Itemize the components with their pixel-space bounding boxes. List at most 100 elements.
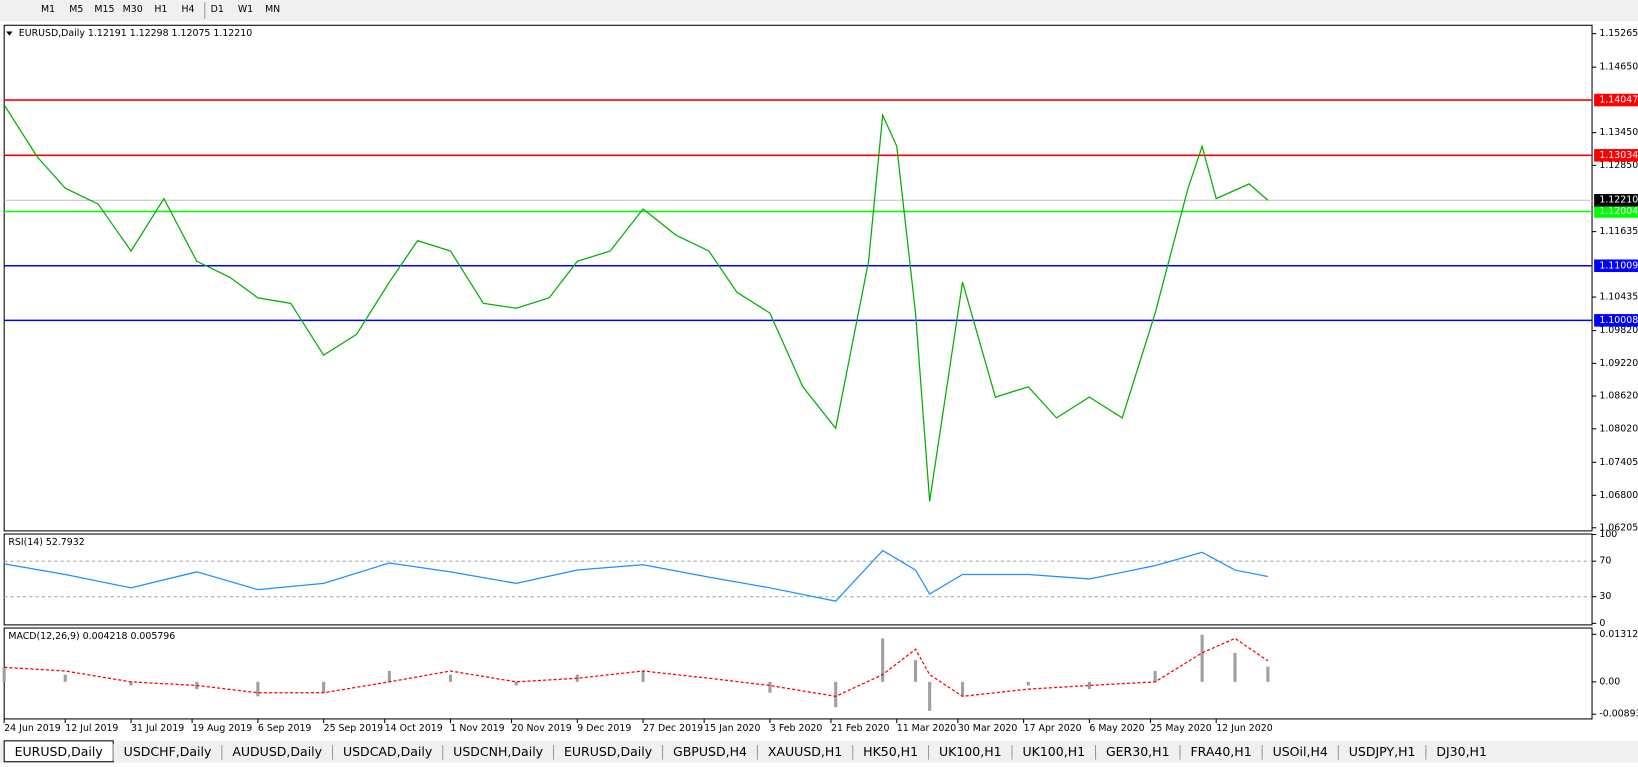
x-tick-label: 21 Feb 2020 bbox=[831, 723, 889, 734]
rsi-info: RSI(14) 52.7932 bbox=[8, 537, 84, 548]
tab[interactable] bbox=[553, 743, 663, 761]
x-tick-label: 25 May 2020 bbox=[1150, 723, 1211, 734]
y-tick-label: 1.15265 bbox=[1599, 28, 1638, 39]
timeframe-button[interactable]: H1 bbox=[154, 4, 167, 15]
timeframe-button[interactable]: W1 bbox=[238, 4, 253, 15]
macd-bar bbox=[1026, 681, 1030, 686]
tab[interactable] bbox=[1425, 743, 1498, 761]
macd-bar bbox=[834, 681, 838, 708]
timeframe-button[interactable]: D1 bbox=[211, 4, 224, 15]
y-tick-label: 1.11635 bbox=[1599, 226, 1638, 237]
x-tick-label: 15 Jan 2020 bbox=[704, 723, 760, 734]
current-price-tag bbox=[1594, 193, 1638, 207]
timeframe-button[interactable]: M15 bbox=[94, 4, 114, 15]
tab[interactable] bbox=[221, 743, 333, 761]
tab[interactable] bbox=[757, 743, 853, 761]
y-tick-label: 1.06205 bbox=[1599, 522, 1638, 533]
macd-bar bbox=[448, 674, 453, 682]
main-panel bbox=[3, 24, 1593, 532]
rsi-panel bbox=[3, 533, 1593, 626]
y-tick-label: 1.14650 bbox=[1599, 62, 1638, 73]
tab-label[interactable]: AUDUSD,Daily bbox=[232, 744, 322, 759]
tab-label[interactable]: DJ30,H1 bbox=[1436, 744, 1487, 759]
tab-label[interactable]: EURUSD,Daily bbox=[564, 744, 653, 759]
timeframe-button[interactable]: M5 bbox=[69, 4, 83, 15]
macd-bar bbox=[256, 681, 260, 697]
macd-bar bbox=[2, 667, 6, 682]
level-tag bbox=[1594, 93, 1638, 107]
tab-label[interactable]: UK100,H1 bbox=[939, 744, 1002, 759]
x-tick-label: 9 Dec 2019 bbox=[577, 723, 631, 734]
x-tick-label: 31 Jul 2019 bbox=[131, 723, 184, 734]
toolbar bbox=[0, 0, 1638, 22]
y-tick-label: 1.08020 bbox=[1599, 423, 1638, 434]
tab-label[interactable]: GBPUSD,H4 bbox=[673, 744, 747, 759]
tab[interactable] bbox=[1262, 743, 1339, 761]
tab[interactable] bbox=[442, 743, 554, 761]
macd-bar bbox=[960, 681, 965, 697]
macd-bar bbox=[322, 681, 326, 693]
values-line bbox=[4, 549, 1269, 602]
level-label: 1.11009 bbox=[1599, 260, 1638, 271]
x-tick-label: 19 Aug 2019 bbox=[192, 723, 252, 734]
tab-label[interactable]: USDCAD,Daily bbox=[343, 744, 433, 759]
tab[interactable] bbox=[662, 743, 758, 761]
tab[interactable] bbox=[1338, 743, 1426, 761]
tab-label[interactable]: XAUUSD,H1 bbox=[768, 744, 842, 759]
x-tick-label: 3 Feb 2020 bbox=[770, 723, 822, 734]
y-tick-label: 1.08620 bbox=[1599, 391, 1638, 402]
y-tick-label: 30 bbox=[1599, 591, 1611, 602]
y-tick-label: 1.07405 bbox=[1599, 457, 1638, 468]
x-tick-label: 20 Nov 2019 bbox=[512, 723, 572, 734]
tab-label[interactable]: UK100,H1 bbox=[1022, 744, 1085, 759]
menu-arrow bbox=[6, 31, 13, 36]
timeframe-button[interactable]: M1 bbox=[41, 4, 55, 15]
x-tick-label: 17 Apr 2020 bbox=[1024, 723, 1082, 734]
y-tick-label: 1.06800 bbox=[1599, 490, 1638, 501]
macd-bar bbox=[129, 681, 133, 686]
y-tick-label: 1.12850 bbox=[1599, 160, 1638, 171]
tab-label[interactable]: USDCHF,Daily bbox=[124, 744, 212, 759]
level-tag bbox=[1594, 314, 1638, 327]
y-tick-label: 1.09820 bbox=[1599, 325, 1638, 336]
level-label: 1.13034 bbox=[1599, 150, 1638, 161]
timeframe-button[interactable]: M30 bbox=[123, 4, 143, 15]
tab[interactable] bbox=[113, 743, 222, 761]
x-tick-label: 1 Nov 2019 bbox=[450, 723, 504, 734]
x-tick-label: 24 Jun 2019 bbox=[4, 723, 61, 734]
y-tick-label: 1.09220 bbox=[1599, 358, 1638, 369]
y-tick-label: 0.00 bbox=[1599, 676, 1620, 687]
tab[interactable] bbox=[332, 743, 443, 761]
tab[interactable] bbox=[1095, 743, 1181, 761]
timeframe-button[interactable]: MN bbox=[265, 4, 280, 15]
level-label: 1.10008 bbox=[1599, 315, 1638, 326]
y-tick-label: 1.13450 bbox=[1599, 127, 1638, 138]
macd-bar bbox=[1233, 652, 1237, 682]
y-tick-label: 0 bbox=[1599, 618, 1605, 629]
level-tag bbox=[1594, 205, 1638, 218]
macd-bar bbox=[1153, 670, 1157, 682]
tab[interactable] bbox=[852, 743, 929, 761]
macd-bar bbox=[641, 670, 645, 682]
chart-info: EURUSD,Daily 1.12191 1.12298 1.12075 1.1… bbox=[19, 28, 252, 39]
tab-label[interactable]: EURUSD,Daily bbox=[15, 744, 104, 759]
macd-bar bbox=[768, 681, 772, 693]
tab[interactable] bbox=[1012, 743, 1096, 761]
level-tag bbox=[1594, 149, 1638, 162]
tab[interactable] bbox=[1180, 743, 1263, 761]
tab[interactable] bbox=[928, 743, 1013, 761]
tab-label[interactable]: USDCNH,Daily bbox=[453, 744, 543, 759]
tab-label[interactable]: USOil,H4 bbox=[1273, 744, 1328, 759]
x-tick-label: 25 Sep 2019 bbox=[324, 723, 384, 734]
macd-bar bbox=[1200, 634, 1204, 682]
tab-label[interactable]: USDJPY,H1 bbox=[1349, 744, 1416, 759]
tab-label[interactable]: FRA40,H1 bbox=[1190, 744, 1251, 759]
timeframe-button[interactable]: H4 bbox=[182, 4, 195, 15]
level-tag bbox=[1594, 259, 1638, 273]
x-tick-label: 6 Sep 2019 bbox=[258, 723, 312, 734]
macd-bar bbox=[1087, 681, 1091, 690]
tab-label[interactable]: HK50,H1 bbox=[863, 744, 918, 759]
values-line bbox=[3, 104, 1269, 502]
tab-label[interactable]: GER30,H1 bbox=[1106, 744, 1170, 759]
